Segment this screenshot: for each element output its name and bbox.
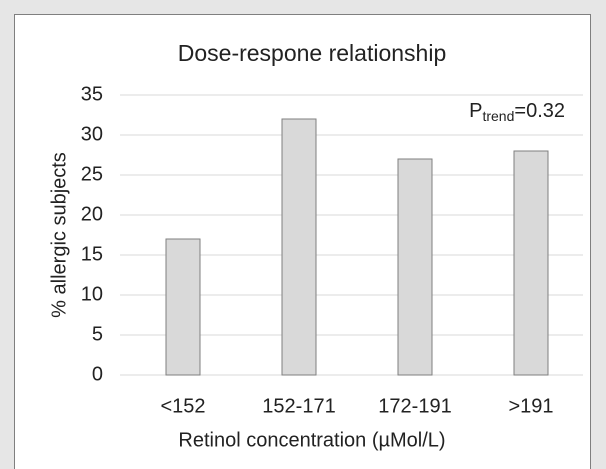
y-tick-label: 0 [92,363,103,385]
y-axis-label: % allergic subjects [48,152,70,318]
x-tick-label: 152-171 [262,395,335,417]
y-tick-label: 35 [81,83,103,105]
y-tick-label: 20 [81,203,103,225]
annotation-value: =0.32 [514,100,565,122]
annotation: Ptrend=0.32 [469,100,565,123]
bar [397,158,433,376]
y-tick-label: 25 [81,163,103,185]
y-tick-label: 5 [92,323,103,345]
annotation-subscript: trend [482,108,514,124]
x-tick-label: 172-191 [378,395,451,417]
bar [165,238,201,376]
chart-title: Dose-respone relationship [178,40,447,66]
x-axis-label: Retinol concentration (µMol/L) [178,429,445,451]
annotation-text: P [469,100,482,122]
y-tick-label: 10 [81,283,103,305]
x-tick-label: >191 [508,395,553,417]
y-tick-label: 30 [81,123,103,145]
y-tick-label: 15 [81,243,103,265]
bar [281,118,317,376]
bar [513,150,549,376]
x-tick-label: <152 [160,395,205,417]
